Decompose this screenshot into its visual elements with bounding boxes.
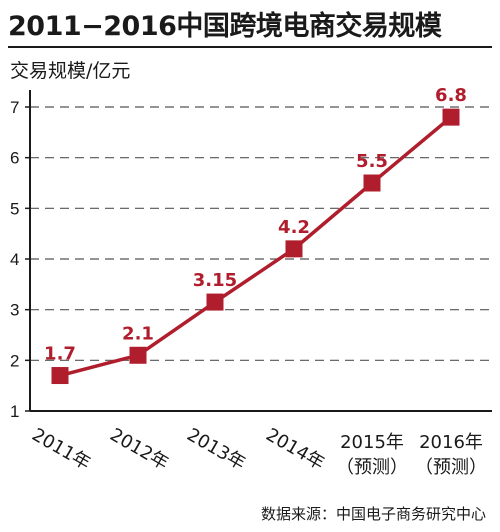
y-tick-label: 6 <box>10 149 19 168</box>
x-tick-labels: 2011年 2012年 2013年 2014年 2015年（预测）2016年（预测） <box>28 424 487 478</box>
data-source-note: 数据来源：中国电子商务研究中心 <box>260 505 486 523</box>
series-line <box>59 115 453 378</box>
series <box>51 108 460 385</box>
axes <box>25 90 492 412</box>
data-label: 1.7 <box>44 344 76 365</box>
x-tick-label: 2013年 <box>183 424 249 474</box>
data-point <box>206 293 224 311</box>
data-point <box>285 240 303 258</box>
y-tick-label: 3 <box>10 301 19 320</box>
data-point <box>129 346 147 364</box>
title-underline <box>8 46 492 48</box>
data-label: 6.8 <box>435 85 467 106</box>
x-tick-label: 2012年 <box>106 424 172 474</box>
chart-title: 2011−2016中国跨境电商交易规模 <box>8 11 442 42</box>
x-tick-label: 2011年 <box>28 424 94 474</box>
data-label: 5.5 <box>356 151 388 172</box>
x-tick-label: 2016年（预测） <box>415 432 487 478</box>
data-point <box>51 367 69 385</box>
y-tick-label: 2 <box>10 351 19 370</box>
y-tick-label: 7 <box>10 98 19 117</box>
y-tick-labels: 1 2 3 4 5 6 7 <box>10 98 19 421</box>
data-labels: 1.7 2.1 3.15 4.2 5.5 6.8 <box>44 85 467 364</box>
y-axis-label: 交易规模/亿元 <box>10 60 131 82</box>
data-point <box>363 174 381 192</box>
y-tick-label: 4 <box>10 250 19 269</box>
x-tick-label: 2015年（预测） <box>336 432 408 478</box>
x-tick-label: 2014年 <box>262 424 328 474</box>
y-tick-label: 5 <box>10 199 19 218</box>
data-label: 2.1 <box>122 323 154 344</box>
data-point <box>442 108 460 126</box>
y-tick-label: 1 <box>10 402 19 421</box>
data-label: 4.2 <box>278 217 310 238</box>
gridlines <box>30 106 492 361</box>
data-label: 3.15 <box>193 270 237 291</box>
